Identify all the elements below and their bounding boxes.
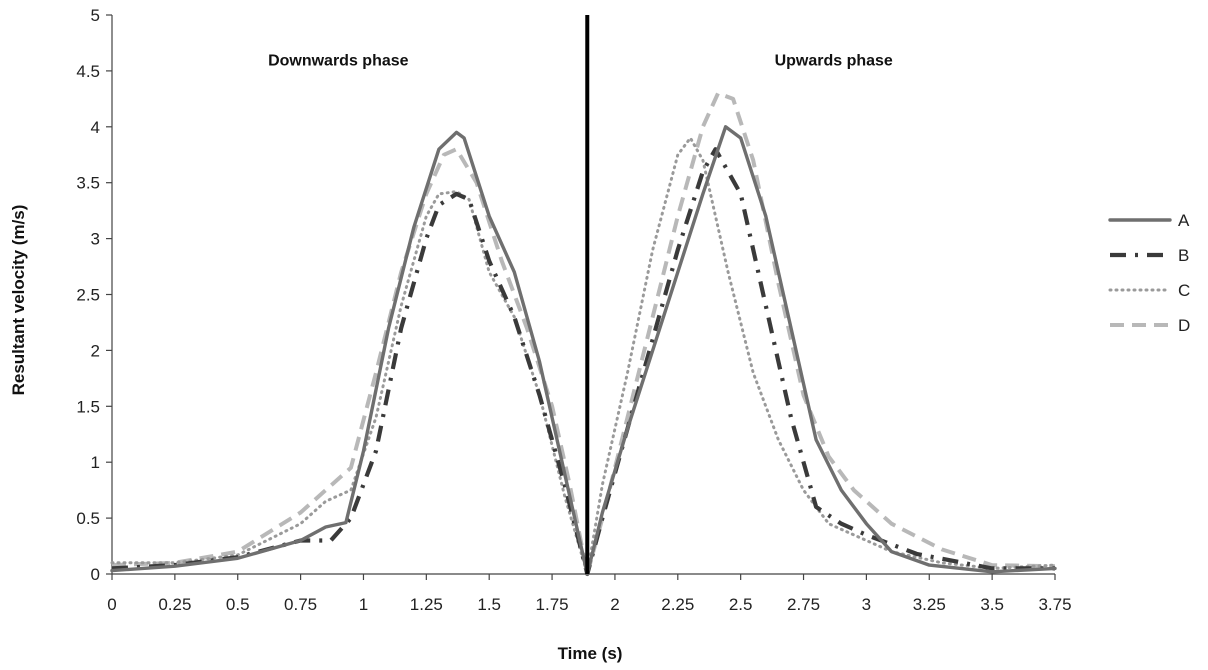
x-tick-label: 3.25: [913, 595, 946, 614]
x-tick-label: 2.25: [661, 595, 694, 614]
x-tick-label: 3: [862, 595, 871, 614]
y-tick-label: 2.5: [76, 286, 100, 305]
y-tick-label: 3.5: [76, 174, 100, 193]
y-tick-label: 2: [91, 341, 100, 360]
series-d-line: [111, 91, 1056, 576]
x-tick-label: 3.5: [980, 595, 1004, 614]
annotation-downwards-phase: Downwards phase: [268, 53, 409, 70]
x-tick-label: 1: [359, 595, 368, 614]
y-tick-label: 4: [91, 118, 100, 137]
plot-series: [110, 91, 1057, 577]
x-tick-label: 2.75: [787, 595, 820, 614]
y-tick-label: 4.5: [76, 62, 100, 81]
y-axis: 0 0.5 1 1.5 2 2.5 3 3.5 4 4.5 5: [76, 6, 113, 584]
x-tick-label: 0.25: [158, 595, 191, 614]
x-axis-title: Time (s): [558, 644, 623, 663]
y-tick-label: 5: [91, 6, 100, 25]
y-tick-label: 3: [91, 230, 100, 249]
series-a-line: [110, 125, 1057, 576]
y-tick-label: 0.5: [76, 509, 100, 528]
x-tick-label: 0.5: [226, 595, 250, 614]
annotation-upwards-phase: Upwards phase: [775, 53, 893, 70]
y-tick-label: 1.5: [76, 397, 100, 416]
x-tick-label: 2.5: [729, 595, 753, 614]
y-axis-title: Resultant velocity (m/s): [9, 205, 28, 396]
x-tick-label: 3.75: [1038, 595, 1071, 614]
legend-label-b: B: [1178, 246, 1189, 265]
series-c-line: [110, 136, 1057, 576]
x-tick-label: 2: [610, 595, 619, 614]
y-tick-label: 1: [91, 453, 100, 472]
x-tick-label: 0: [107, 595, 116, 614]
x-tick-label: 1.75: [536, 595, 569, 614]
x-tick-label: 1.5: [477, 595, 501, 614]
x-tick-label: 0.75: [284, 595, 317, 614]
legend-label-c: C: [1178, 281, 1190, 300]
series-b-line: [111, 147, 1055, 577]
legend-label-d: D: [1178, 316, 1190, 335]
x-axis: 0 0.25 0.5 0.75 1 1.25 1.5 1.75 2 2.25 2.5 2.75 3 3.2…: [107, 573, 1072, 614]
x-tick-label: 1.25: [410, 595, 443, 614]
y-tick-label: 0: [91, 565, 100, 584]
legend-label-a: A: [1178, 211, 1190, 230]
